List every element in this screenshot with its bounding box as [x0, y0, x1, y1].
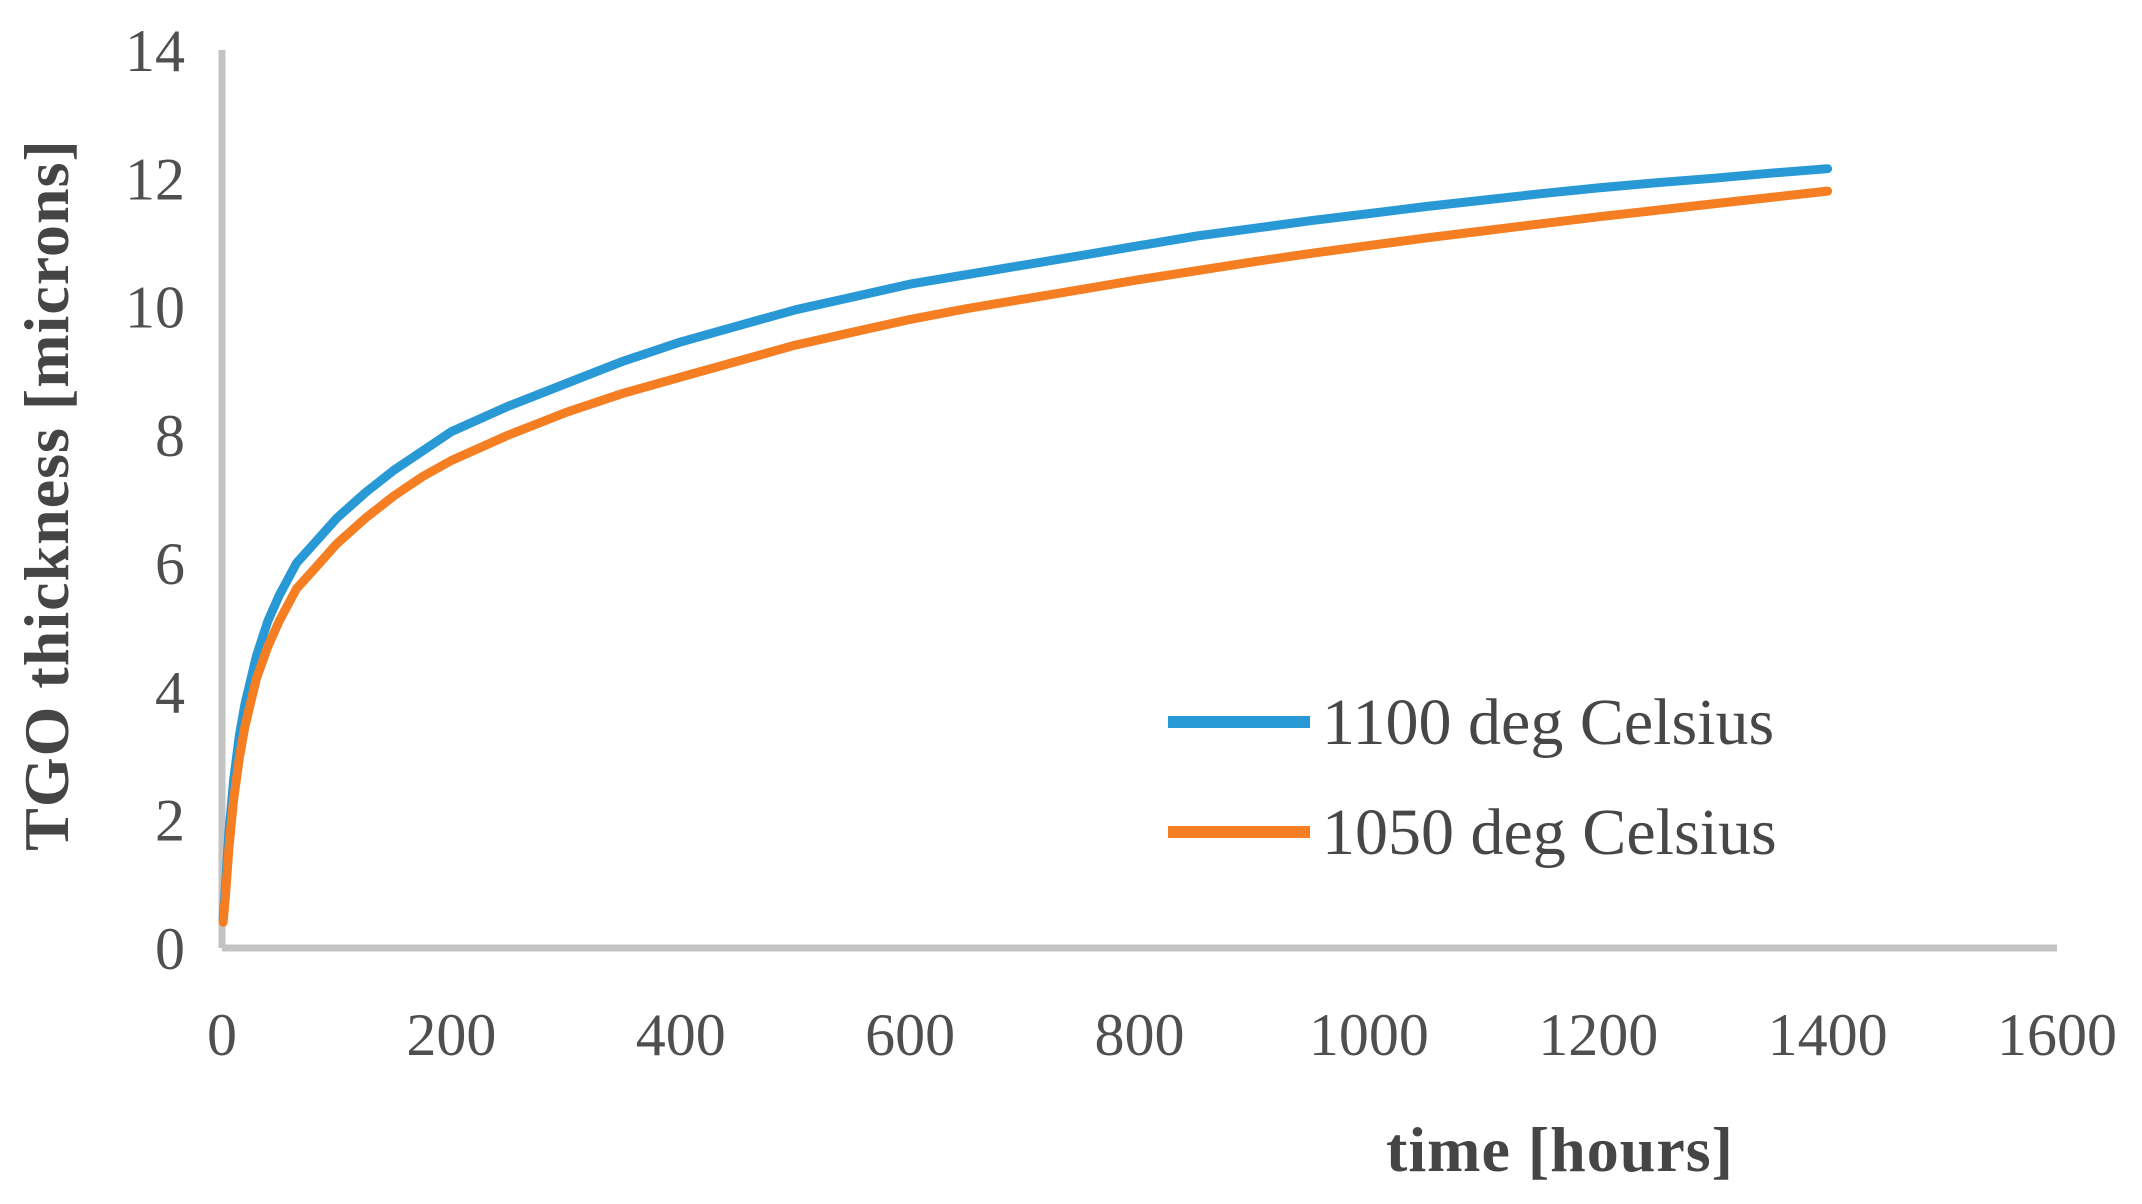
y-tick-label: 4: [155, 659, 185, 725]
plot-series: [218, 164, 1833, 927]
x-tick-label: 1600: [1997, 1002, 2117, 1068]
y-tick-label: 14: [125, 18, 185, 84]
x-tick-label: 800: [1095, 1002, 1185, 1068]
y-tick-label: 12: [125, 146, 185, 212]
x-tick-label: 600: [865, 1002, 955, 1068]
x-tick-label: 400: [636, 1002, 726, 1068]
series-line-1050c: [218, 186, 1833, 927]
y-tick-label: 8: [155, 403, 185, 469]
y-tick-label: 10: [125, 275, 185, 341]
y-tick-label: 6: [155, 531, 185, 597]
y-axis-title: TGO thickness [microns]: [11, 139, 82, 851]
x-tick-label: 200: [406, 1002, 496, 1068]
y-tick-label: 0: [155, 916, 185, 982]
legend-label: 1100 deg Celsius: [1322, 686, 1774, 759]
x-axis-tick-labels: 0 200 400 600 800 1000 1200 1400 1600: [207, 1002, 2117, 1068]
x-axis-title: time [hours]: [1386, 1114, 1734, 1185]
x-tick-label: 0: [207, 1002, 237, 1068]
x-tick-label: 1400: [1768, 1002, 1888, 1068]
legend-label: 1050 deg Celsius: [1322, 796, 1777, 869]
x-tick-label: 1000: [1309, 1002, 1429, 1068]
legend: 1100 deg Celsius 1050 deg Celsius: [1168, 686, 1777, 869]
y-axis-tick-labels: 0 2 4 6 8 10 12 14: [125, 18, 185, 982]
series-line-1100c: [218, 164, 1833, 924]
x-tick-label: 1200: [1538, 1002, 1658, 1068]
y-tick-label: 2: [155, 788, 185, 854]
